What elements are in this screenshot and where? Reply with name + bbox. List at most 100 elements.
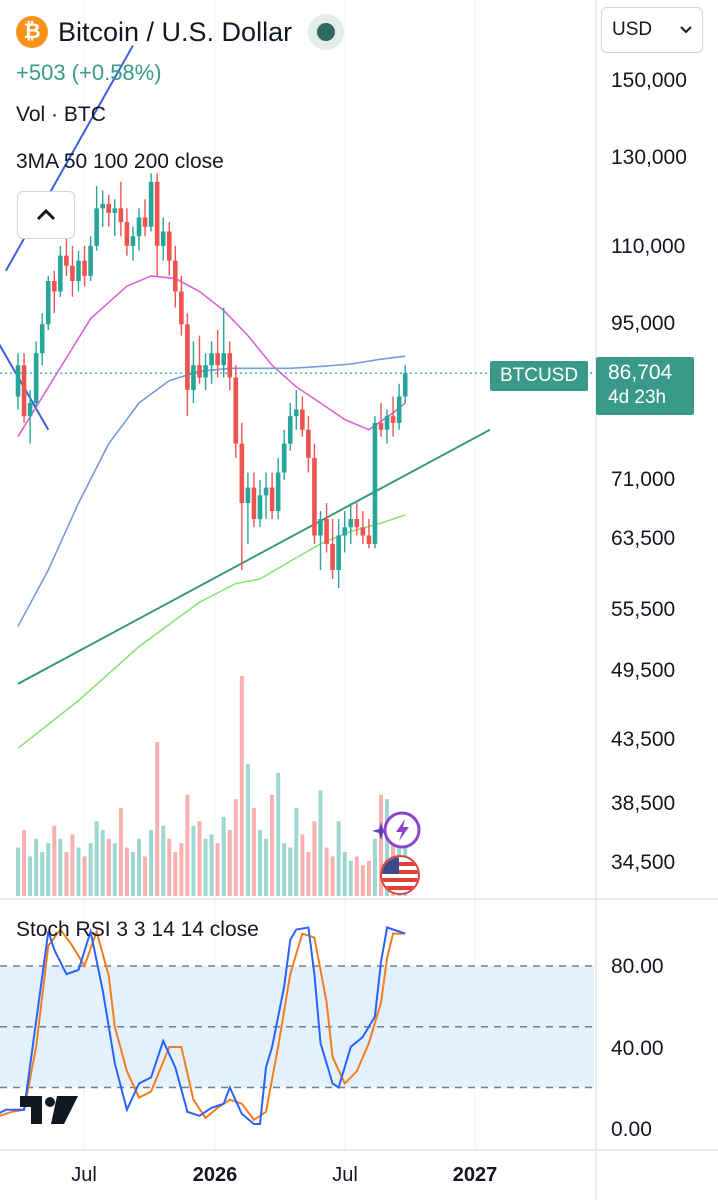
candle <box>160 217 166 261</box>
candle <box>342 511 347 553</box>
volume-bar <box>88 843 93 896</box>
candle <box>312 443 317 544</box>
symbol-header[interactable]: ₿ Bitcoin / U.S. Dollar <box>16 14 345 50</box>
candle <box>130 226 136 261</box>
volume-bar <box>34 838 39 896</box>
volume-bar <box>82 856 87 896</box>
volume-bar <box>191 825 196 896</box>
candle <box>27 390 33 444</box>
volume-bar <box>130 852 135 896</box>
moving-average-label[interactable]: 3MA 50 100 200 close <box>16 150 224 173</box>
moving-average-200 <box>17 514 406 749</box>
rsi-band-fill <box>0 966 594 1088</box>
volume-bar <box>52 825 57 896</box>
symbol-title[interactable]: Bitcoin / U.S. Dollar <box>58 16 293 47</box>
candle <box>396 383 402 430</box>
volume-bar <box>143 856 148 896</box>
candle <box>39 313 45 366</box>
volume-bar <box>179 843 184 896</box>
candle <box>348 503 354 544</box>
volume-bar <box>336 821 341 896</box>
market-status-icon[interactable] <box>308 14 345 50</box>
candlesticks[interactable] <box>15 173 408 589</box>
candle <box>245 472 251 544</box>
us-flag-icon <box>382 857 418 893</box>
price-change: +503 (+0.58%) <box>16 60 162 85</box>
time-tick: Jul <box>71 1164 97 1186</box>
candle <box>100 190 105 227</box>
volume-bar <box>288 847 293 896</box>
volume-bar <box>372 838 377 896</box>
candle <box>82 245 87 287</box>
candle <box>154 173 160 276</box>
volume-bar <box>94 821 99 896</box>
candle <box>15 353 21 410</box>
candle <box>384 409 390 444</box>
symbol-price-tag: BTCUSD <box>490 361 588 391</box>
alerts-button[interactable] <box>372 810 422 850</box>
candle <box>76 250 81 292</box>
candle <box>118 181 124 237</box>
price-tick: 49,500 <box>611 659 676 682</box>
volume-bar <box>137 838 141 896</box>
economic-events-button[interactable] <box>380 855 420 895</box>
volume-bar <box>324 847 329 896</box>
chevron-down-icon <box>680 26 692 34</box>
candle <box>318 511 323 571</box>
volume-bar <box>233 799 238 896</box>
candle <box>336 519 341 589</box>
volume-bar <box>161 825 166 896</box>
bar-countdown: 4d 23h <box>608 387 667 408</box>
volume-indicator-label[interactable]: Vol · BTC <box>16 103 106 126</box>
volume-bar <box>106 838 111 896</box>
stoch-rsi-label[interactable]: Stoch RSI 3 3 14 14 close <box>16 918 259 941</box>
candle <box>142 199 148 237</box>
price-tick: 95,000 <box>611 312 676 335</box>
volume-bar <box>264 838 269 896</box>
price-tick: 63,500 <box>611 527 676 550</box>
candle <box>294 390 299 430</box>
candle <box>281 429 287 480</box>
tradingview-logo-icon[interactable] <box>20 1096 78 1129</box>
volume-bar <box>149 830 154 896</box>
volume-bar <box>197 821 202 896</box>
candle <box>52 270 57 314</box>
moving-average-50 <box>17 275 406 438</box>
price-tick: 71,000 <box>611 468 676 491</box>
candle <box>106 194 112 227</box>
candle <box>354 503 360 536</box>
grid-lines <box>83 0 476 1150</box>
candle <box>203 353 208 391</box>
volume-bar <box>209 834 214 896</box>
candle <box>269 472 275 520</box>
candle <box>166 222 172 276</box>
candle <box>112 199 118 237</box>
volume-bar <box>282 843 287 896</box>
volume-bar <box>221 816 226 896</box>
chevron-up-icon <box>36 208 56 221</box>
candle <box>136 208 142 251</box>
moving-average-100 <box>17 355 406 627</box>
candle <box>45 275 51 330</box>
collapse-indicators-button[interactable] <box>17 191 75 239</box>
volume-bars <box>16 676 408 896</box>
rsi-tick: 40.00 <box>611 1037 664 1060</box>
bitcoin-logo-icon: ₿ <box>16 16 48 48</box>
volume-bar <box>155 742 160 896</box>
volume-bar <box>239 676 244 896</box>
volume-bar <box>167 838 172 896</box>
volume-bar <box>276 772 281 896</box>
volume-bar <box>312 821 317 896</box>
volume-bar <box>385 799 390 896</box>
volume-bar <box>245 764 250 896</box>
stoch-rsi-lines <box>0 926 406 1125</box>
price-tick: 43,500 <box>611 728 676 751</box>
volume-bar <box>318 790 323 896</box>
currency-select[interactable]: USD <box>601 7 703 53</box>
volume-bar <box>112 843 117 896</box>
candle <box>58 245 63 297</box>
volume-bar <box>300 834 305 896</box>
candle <box>21 353 27 423</box>
